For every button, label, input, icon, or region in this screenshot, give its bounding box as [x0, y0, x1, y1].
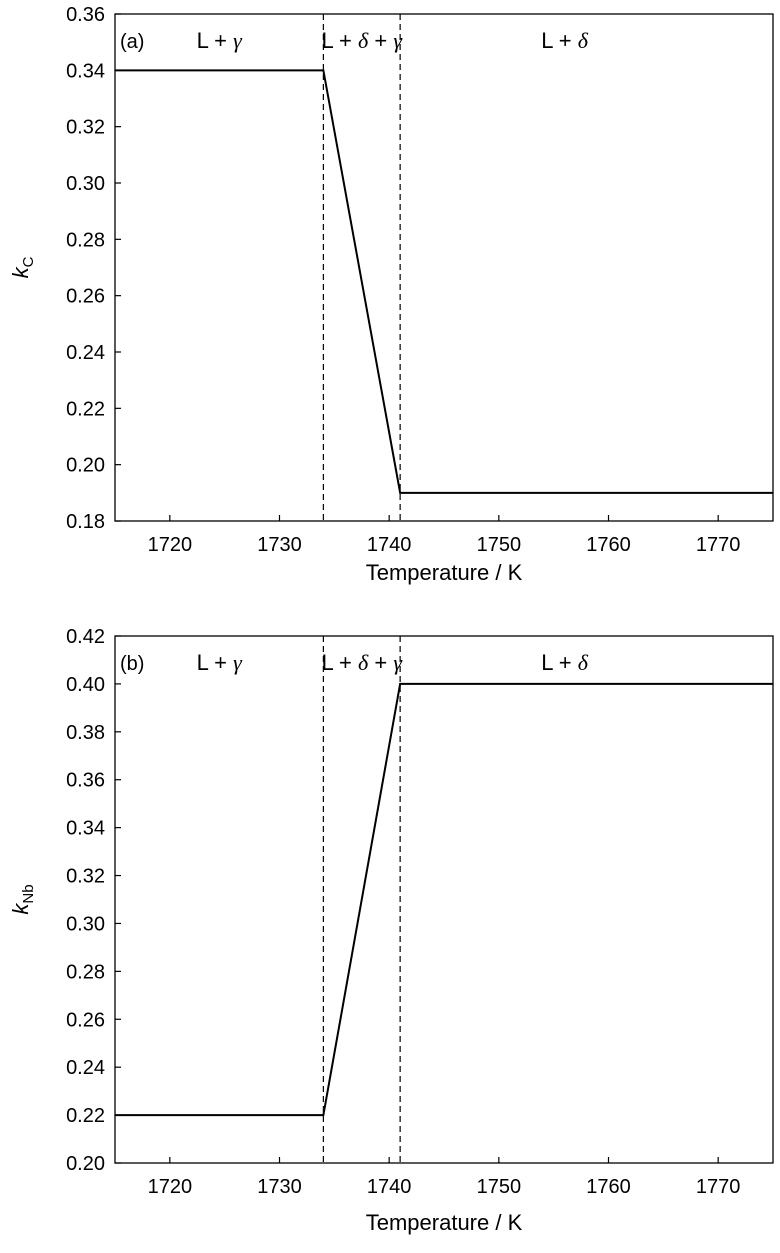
- x-tick-label: 1760: [586, 1176, 631, 1198]
- x-tick-label: 1760: [586, 534, 631, 556]
- x-tick-label: 1730: [257, 534, 302, 556]
- x-tick-label: 1740: [367, 534, 412, 556]
- series-line: [115, 69, 773, 494]
- plot-frame: [114, 635, 774, 1164]
- y-tick-label: 0.28: [66, 229, 105, 251]
- y-tick-label: 0.24: [66, 342, 105, 364]
- y-tick-label: 0.22: [66, 1105, 105, 1127]
- y-tick-label: 0.30: [66, 913, 105, 935]
- y-tick-label: 0.34: [66, 60, 105, 82]
- x-tick-label: 1730: [257, 1176, 302, 1198]
- region-label: L + δ + γ: [322, 650, 404, 675]
- panel-label: (b): [120, 653, 144, 675]
- y-axis-label: kC: [8, 256, 37, 278]
- y-tick-label: 0.32: [66, 117, 105, 139]
- region-label: L + γ: [197, 28, 244, 53]
- region-label: L + γ: [197, 650, 244, 675]
- y-tick-label: 0.18: [66, 511, 105, 533]
- y-tick-label: 0.20: [66, 1153, 105, 1175]
- y-tick-label: 0.30: [66, 173, 105, 195]
- x-axis-label: Temperature / K: [366, 560, 523, 585]
- region-label: L + δ: [541, 28, 589, 53]
- series-line: [115, 682, 773, 1117]
- y-tick-label: 0.26: [66, 286, 105, 308]
- y-tick-label: 0.28: [66, 961, 105, 983]
- y-tick-label: 0.42: [66, 626, 105, 648]
- panel-label: (a): [120, 31, 144, 53]
- x-tick-label: 1720: [148, 1176, 193, 1198]
- y-tick-label: 0.40: [66, 674, 105, 696]
- y-tick-label: 0.34: [66, 818, 105, 840]
- y-tick-label: 0.24: [66, 1057, 105, 1079]
- x-tick-label: 1770: [696, 1176, 741, 1198]
- x-tick-label: 1750: [477, 1176, 522, 1198]
- chart-panel-a: 0.18 0.20 0.22 0.24 0.26 0.28 0.30 0.32 0.34 0.36…: [8, 4, 774, 585]
- chart-panel-b: 0.20 0.22 0.24 0.26 0.28 0.30 0.32 0.34 0.36 0.38…: [8, 626, 774, 1235]
- x-tick-label: 1740: [367, 1176, 412, 1198]
- region-label: L + δ + γ: [322, 28, 404, 53]
- y-tick-label: 0.26: [66, 1009, 105, 1031]
- x-tick-label: 1750: [477, 534, 522, 556]
- y-tick-label: 0.32: [66, 866, 105, 888]
- y-tick-label: 0.20: [66, 455, 105, 477]
- y-axis-label: kNb: [8, 884, 37, 914]
- x-tick-label: 1720: [148, 534, 193, 556]
- x-axis-label: Temperature / K: [366, 1210, 523, 1235]
- plot-frame: [114, 13, 774, 522]
- y-tick-label: 0.36: [66, 4, 105, 26]
- y-tick-label: 0.36: [66, 770, 105, 792]
- y-tick-label: 0.22: [66, 398, 105, 420]
- y-tick-label: 0.38: [66, 722, 105, 744]
- region-label: L + δ: [541, 650, 589, 675]
- x-tick-label: 1770: [696, 534, 741, 556]
